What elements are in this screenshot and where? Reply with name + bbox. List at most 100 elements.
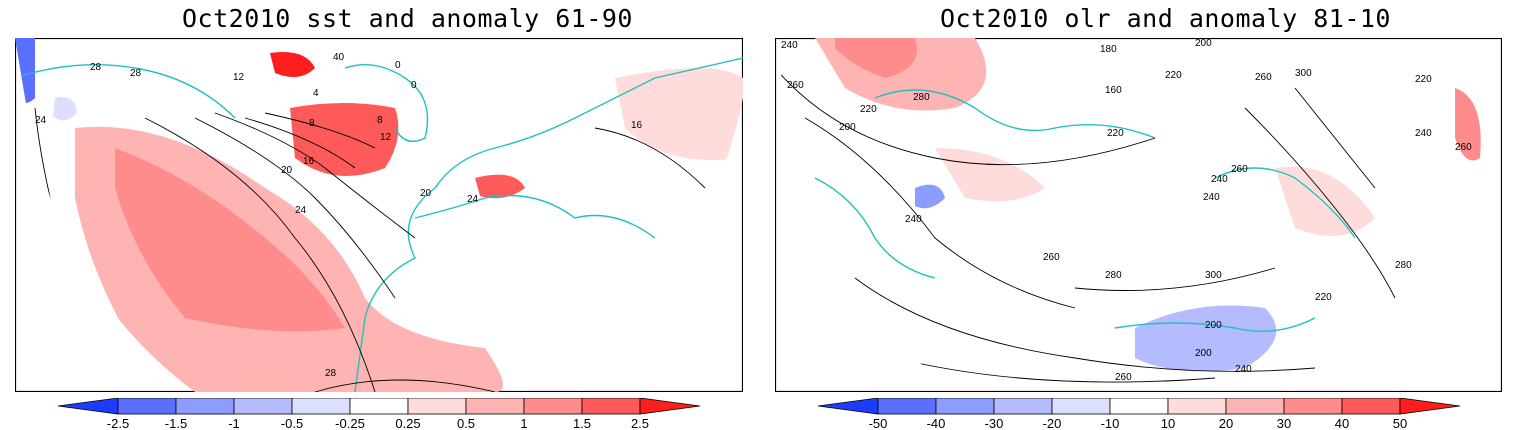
colorbar-left-arrow [818, 398, 879, 415]
contour-label: 300 [1205, 270, 1222, 281]
colorbar-label: 1 [520, 416, 527, 430]
contour-label: 40 [333, 52, 345, 63]
colorbar-label: -0.5 [281, 416, 303, 430]
contour-label: 24 [467, 194, 479, 205]
colorbar-cell [465, 398, 525, 415]
colorbar-right-arrow [639, 398, 701, 415]
sst-anomaly-med [475, 174, 525, 199]
contour-label: 280 [1105, 270, 1122, 281]
contour-label: 20 [420, 188, 432, 199]
colorbar-label: 0.5 [457, 416, 475, 430]
colorbar-label: 1.5 [573, 416, 591, 430]
contour-label: 260 [1255, 72, 1272, 83]
contour-label: 16 [303, 156, 315, 167]
left-map: 24 28 28 12 40 4 0 8 16 20 24 28 20 24 8… [15, 38, 743, 392]
colorbar-cell [993, 398, 1053, 415]
colorbar-label: -0.25 [335, 416, 365, 430]
colorbar-label: 0.25 [395, 416, 420, 430]
olr-anomaly-positive-nw-core [835, 38, 917, 78]
contour-label: 280 [1395, 260, 1412, 271]
contour-label: 8 [377, 115, 383, 126]
contour-label: 8 [309, 118, 315, 129]
colorbar-cell [233, 398, 293, 415]
left-colorbar: -2.5 -1.5 -1 -0.5 -0.25 0.25 0.5 1 1.5 2… [58, 398, 701, 430]
contour-label: 280 [913, 92, 930, 103]
coastline-scandinavia [344, 63, 429, 142]
right-map: 240 260 200 220 180 160 200 220 240 260 … [775, 38, 1502, 392]
colorbar-cell [581, 398, 641, 415]
colorbar-cell [1109, 398, 1169, 415]
colorbar-cell [1283, 398, 1343, 415]
contour-label: 220 [1107, 128, 1124, 139]
left-panel-title: Oct2010 sst and anomaly 61-90 [182, 4, 633, 33]
colorbar-cell [1167, 398, 1227, 415]
contour-label: 16 [631, 120, 643, 131]
contour-label: 24 [35, 115, 47, 126]
colorbar-label: 20 [1219, 416, 1233, 430]
contour-label: 12 [233, 72, 245, 83]
olr-anomaly-positive-east [1455, 88, 1481, 161]
contour-label: 240 [781, 40, 798, 51]
sst-anomaly-east [615, 68, 743, 160]
contour-label: 160 [1105, 85, 1122, 96]
colorbar-label: 10 [1161, 416, 1175, 430]
contour-label: 12 [380, 132, 392, 143]
colorbar-cell [117, 398, 177, 415]
contour-label: 260 [1455, 142, 1472, 153]
colorbar-label: -40 [927, 416, 946, 430]
contour-label: 260 [1231, 164, 1248, 175]
contour-label: 4 [313, 88, 319, 99]
sst-anomaly-negative-2 [53, 97, 77, 121]
contour-label: 260 [787, 80, 804, 91]
colorbar-label: 50 [1393, 416, 1407, 430]
colorbar-label: 30 [1277, 416, 1291, 430]
colorbar-label: 40 [1335, 416, 1349, 430]
colorbar-cell [349, 398, 409, 415]
contour-label: 240 [905, 214, 922, 225]
coastline-middle-east [1214, 167, 1356, 239]
right-colorbar: -50 -40 -30 -20 -10 10 20 30 40 50 [818, 398, 1461, 430]
colorbar-cell [291, 398, 351, 415]
contour-label: 220 [1415, 74, 1432, 85]
contour-label: 240 [1211, 174, 1228, 185]
contour-label: 260 [1115, 372, 1132, 383]
contour-label: 200 [1195, 38, 1212, 49]
right-panel-title: Oct2010 olr and anomaly 81-10 [940, 4, 1391, 33]
contour-label: 260 [1043, 252, 1060, 263]
contour-label: 200 [839, 122, 856, 133]
contour-label: 180 [1100, 44, 1117, 55]
coastline-north-africa [1114, 317, 1316, 332]
olr-anomaly-negative-west [915, 184, 945, 209]
colorbar-label: -1.5 [165, 416, 187, 430]
sst-anomaly-north-sea [290, 103, 399, 176]
colorbar-label: -10 [1101, 416, 1120, 430]
contour-label: 220 [860, 104, 877, 115]
contour-label: 240 [1203, 192, 1220, 203]
colorbar-cell [935, 398, 995, 415]
contour-label: 28 [325, 368, 337, 379]
colorbar-label: -20 [1043, 416, 1062, 430]
contour-label: 28 [90, 62, 102, 73]
colorbar-label: -2.5 [107, 416, 129, 430]
colorbar-cell [1051, 398, 1111, 415]
contour-label: 240 [1415, 128, 1432, 139]
contour-label: 0 [395, 60, 401, 71]
colorbar-cell [1225, 398, 1285, 415]
contour-label: 220 [1315, 292, 1332, 303]
colorbar-cell [175, 398, 235, 415]
olr-anomaly-positive-central [935, 148, 1045, 202]
contour-label: 28 [130, 68, 142, 79]
colorbar-label: 2.5 [631, 416, 649, 430]
contour-label: 24 [295, 205, 307, 216]
colorbar-cell [523, 398, 583, 415]
coastline-west [814, 177, 936, 279]
colorbar-label: -30 [985, 416, 1004, 430]
colorbar-label: -50 [869, 416, 888, 430]
coastline-north-america [15, 63, 236, 119]
contour-label: 200 [1205, 320, 1222, 331]
colorbar-left-arrow [58, 398, 119, 415]
colorbar-cell [1341, 398, 1401, 415]
contour-label: 300 [1295, 68, 1312, 79]
contour-label: 20 [281, 165, 293, 176]
contour-label: 220 [1165, 70, 1182, 81]
